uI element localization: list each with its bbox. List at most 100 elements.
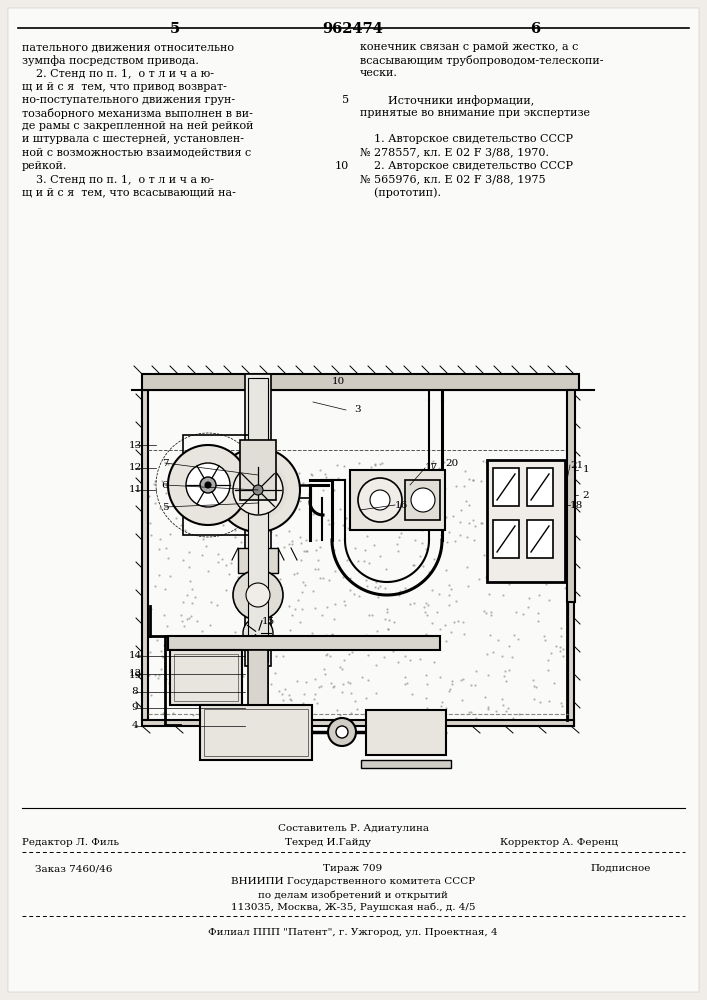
Point bbox=[405, 634, 416, 650]
Text: Техред И.Гайду: Техред И.Гайду bbox=[285, 838, 371, 847]
Point bbox=[402, 675, 413, 691]
Point bbox=[288, 566, 299, 582]
Point bbox=[268, 635, 279, 651]
Point bbox=[294, 493, 305, 509]
Point bbox=[510, 554, 521, 570]
Point bbox=[418, 482, 429, 498]
Point bbox=[257, 626, 269, 642]
Point bbox=[409, 532, 420, 548]
Point bbox=[503, 638, 515, 654]
Point bbox=[253, 480, 264, 496]
Point bbox=[153, 541, 164, 557]
Point bbox=[556, 698, 568, 714]
Point bbox=[243, 563, 254, 579]
Point bbox=[510, 487, 522, 503]
Point bbox=[542, 662, 554, 678]
Point bbox=[278, 637, 289, 653]
Point bbox=[357, 497, 368, 513]
Point bbox=[153, 567, 165, 583]
Point bbox=[395, 583, 406, 599]
Point bbox=[346, 471, 357, 487]
Point bbox=[426, 582, 437, 598]
Point bbox=[334, 501, 345, 517]
Point bbox=[533, 490, 544, 506]
Point bbox=[322, 512, 334, 528]
Point bbox=[439, 480, 450, 496]
Point bbox=[353, 588, 364, 604]
Point bbox=[518, 460, 530, 476]
Point bbox=[144, 488, 155, 504]
Point bbox=[320, 627, 332, 643]
Point bbox=[554, 570, 566, 586]
Text: чески.: чески. bbox=[360, 68, 398, 78]
Point bbox=[498, 587, 509, 603]
Point bbox=[223, 566, 234, 582]
Point bbox=[286, 536, 298, 552]
Point bbox=[284, 622, 296, 638]
Point bbox=[484, 586, 495, 602]
Point bbox=[484, 496, 495, 512]
Point bbox=[184, 573, 195, 589]
Point bbox=[378, 649, 390, 665]
Point bbox=[223, 710, 234, 726]
Point bbox=[247, 592, 259, 608]
Point bbox=[561, 466, 572, 482]
Circle shape bbox=[246, 583, 270, 607]
Point bbox=[481, 560, 493, 576]
Point bbox=[286, 533, 298, 549]
Point bbox=[539, 628, 550, 644]
Point bbox=[338, 517, 349, 533]
Point bbox=[415, 506, 426, 522]
Point bbox=[455, 502, 467, 518]
Point bbox=[164, 526, 175, 542]
Text: (прототип).: (прототип). bbox=[360, 187, 441, 198]
Point bbox=[162, 618, 173, 634]
Point bbox=[482, 699, 493, 715]
Point bbox=[339, 652, 350, 668]
Point bbox=[464, 471, 475, 487]
Point bbox=[487, 513, 498, 529]
Point bbox=[521, 522, 532, 538]
Text: 6: 6 bbox=[162, 481, 168, 489]
Point bbox=[399, 637, 411, 653]
Point bbox=[416, 517, 427, 533]
Bar bbox=[366, 710, 446, 755]
Point bbox=[419, 599, 430, 615]
Point bbox=[409, 595, 420, 611]
Bar bbox=[170, 650, 242, 705]
Circle shape bbox=[370, 490, 390, 510]
Point bbox=[426, 615, 438, 631]
Point bbox=[380, 640, 391, 656]
Point bbox=[508, 627, 519, 643]
Point bbox=[543, 500, 554, 516]
Point bbox=[177, 594, 189, 610]
Point bbox=[374, 548, 385, 564]
Point bbox=[179, 522, 190, 538]
Point bbox=[317, 482, 329, 498]
Point bbox=[518, 506, 529, 522]
Bar bbox=[142, 720, 574, 726]
Point bbox=[397, 492, 408, 508]
Point bbox=[244, 551, 255, 567]
Point bbox=[383, 612, 395, 628]
Point bbox=[149, 667, 160, 683]
Point bbox=[274, 683, 285, 699]
Point bbox=[407, 470, 419, 486]
Point bbox=[470, 663, 481, 679]
Point bbox=[229, 529, 240, 545]
Point bbox=[224, 506, 235, 522]
Point bbox=[475, 515, 486, 531]
Point bbox=[367, 514, 378, 530]
Point bbox=[405, 596, 416, 612]
Point bbox=[549, 675, 560, 691]
Point bbox=[242, 564, 253, 580]
Point bbox=[543, 592, 554, 608]
Point bbox=[376, 455, 387, 471]
Point bbox=[270, 493, 281, 509]
Point bbox=[303, 486, 314, 502]
Point bbox=[339, 510, 350, 526]
Point bbox=[276, 686, 288, 702]
Point bbox=[525, 488, 536, 504]
Point bbox=[167, 705, 178, 721]
Bar bbox=[204, 709, 308, 756]
